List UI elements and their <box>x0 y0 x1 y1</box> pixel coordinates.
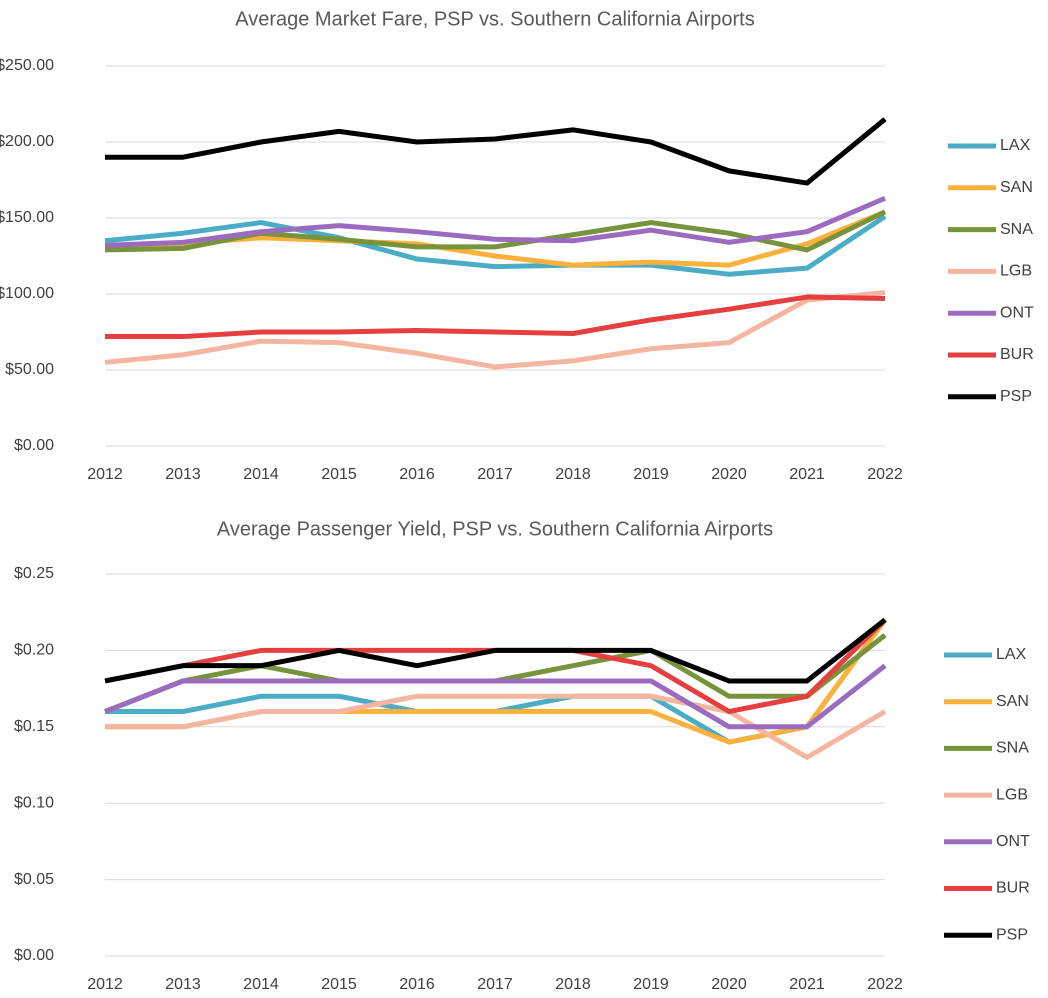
legend-label: PSP <box>1000 388 1032 405</box>
legend-label: LGB <box>1000 263 1032 280</box>
legend-label: SNA <box>996 740 1029 757</box>
x-tick-label: 2019 <box>633 466 669 483</box>
x-tick-label: 2017 <box>477 466 513 483</box>
x-tick-label: 2012 <box>87 976 123 993</box>
legend-label: LGB <box>996 786 1028 803</box>
legend-label: LAX <box>996 646 1027 663</box>
line <box>104 617 887 684</box>
line <box>104 214 887 277</box>
x-tick-label: 2012 <box>87 466 123 483</box>
x-tick-label: 2022 <box>867 466 903 483</box>
line <box>105 117 887 186</box>
legend-label: LAX <box>1000 137 1031 154</box>
chart-title: Average Passenger Yield, PSP vs. Souther… <box>217 518 773 540</box>
chart: Average Market Fare, PSP vs. Southern Ca… <box>0 8 1034 483</box>
y-tick-label: $0.10 <box>14 794 54 811</box>
x-tick-label: 2015 <box>321 466 357 483</box>
line <box>104 663 887 730</box>
legend-label: BUR <box>1000 346 1034 363</box>
x-tick-label: 2021 <box>789 466 825 483</box>
y-tick-label: $0.00 <box>14 947 54 964</box>
y-tick-label: $0.00 <box>14 437 54 454</box>
x-tick-label: 2013 <box>165 976 201 993</box>
x-tick-label: 2015 <box>321 976 357 993</box>
chart: Average Passenger Yield, PSP vs. Souther… <box>14 518 1030 993</box>
legend-label: ONT <box>1000 304 1034 321</box>
legend-label: PSP <box>996 926 1028 943</box>
line <box>105 294 886 340</box>
x-tick-label: 2014 <box>243 466 279 483</box>
y-tick-label: $100.00 <box>0 285 54 302</box>
legend-label: SAN <box>996 693 1029 710</box>
y-tick-label: $0.20 <box>14 642 54 659</box>
y-tick-label: $0.05 <box>14 871 54 888</box>
x-tick-label: 2016 <box>399 976 435 993</box>
x-tick-label: 2016 <box>399 466 435 483</box>
x-tick-label: 2018 <box>555 976 591 993</box>
y-tick-label: $250.00 <box>0 57 54 74</box>
x-tick-label: 2017 <box>477 976 513 993</box>
x-tick-label: 2022 <box>867 976 903 993</box>
legend-label: SNA <box>1000 221 1033 238</box>
x-tick-label: 2018 <box>555 466 591 483</box>
y-tick-label: $200.00 <box>0 133 54 150</box>
y-tick-label: $0.15 <box>14 718 54 735</box>
x-tick-label: 2014 <box>243 976 279 993</box>
legend-label: SAN <box>1000 179 1033 196</box>
x-tick-label: 2013 <box>165 466 201 483</box>
line <box>104 289 886 370</box>
y-tick-label: $150.00 <box>0 209 54 226</box>
line <box>104 633 887 714</box>
x-tick-label: 2019 <box>633 976 669 993</box>
chart-title: Average Market Fare, PSP vs. Southern Ca… <box>235 8 755 30</box>
x-tick-label: 2020 <box>711 466 747 483</box>
legend-label: ONT <box>996 833 1030 850</box>
x-tick-label: 2020 <box>711 976 747 993</box>
line <box>104 195 886 248</box>
x-tick-label: 2021 <box>789 976 825 993</box>
y-tick-label: $50.00 <box>5 361 54 378</box>
y-tick-label: $0.25 <box>14 565 54 582</box>
legend-label: BUR <box>996 880 1030 897</box>
